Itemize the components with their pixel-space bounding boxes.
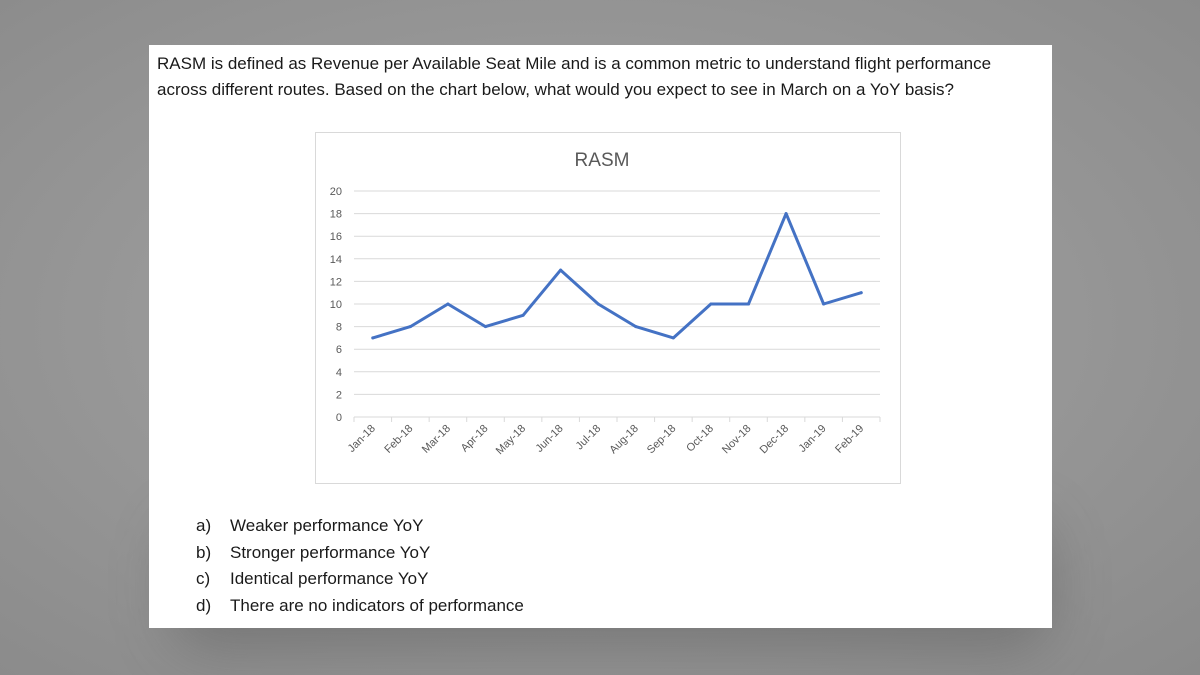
option-letter: b) — [196, 542, 212, 562]
y-tick-label: 10 — [330, 299, 342, 311]
x-tick-label: Jan-18 — [346, 423, 378, 455]
x-tick-label: Nov-18 — [720, 423, 754, 457]
series-line — [371, 212, 863, 340]
data-point — [859, 291, 863, 295]
y-tick-label: 0 — [336, 412, 342, 424]
x-tick-label: Jun-18 — [533, 423, 565, 455]
answer-options: a) Weaker performance YoY b) Stronger pe… — [196, 513, 524, 619]
option-text: Stronger performance YoY — [230, 542, 431, 562]
question-text: RASM is defined as Revenue per Available… — [157, 51, 1047, 103]
data-point — [596, 302, 600, 306]
x-tick-label: May-18 — [494, 423, 528, 457]
rasm-chart: RASM 0 2 4 6 8 10 12 14 16 18 20 Jan-18 Feb-18 Mar-18 A… — [315, 132, 901, 484]
option-c: c) Identical performance YoY — [196, 566, 524, 593]
y-tick-label: 16 — [330, 231, 342, 243]
option-letter: c) — [196, 569, 211, 588]
y-tick-label: 4 — [336, 367, 342, 379]
data-point — [484, 325, 487, 329]
x-tick-label: Sep-18 — [645, 423, 679, 457]
option-b: b) Stronger performance YoY — [196, 540, 524, 567]
y-tick-label: 12 — [330, 276, 342, 288]
option-text: Identical performance YoY — [230, 569, 429, 588]
data-point — [634, 325, 638, 329]
data-point — [671, 336, 675, 340]
x-tick-label: Dec-18 — [758, 423, 792, 457]
question-card: RASM is defined as Revenue per Available… — [149, 45, 1052, 628]
data-point — [822, 302, 826, 306]
option-letter: a) — [196, 516, 212, 535]
option-letter: d) — [196, 595, 212, 615]
y-tick-label: 18 — [330, 209, 342, 221]
x-tick-label: Jul-18 — [574, 423, 604, 453]
question-line-1: RASM is defined as Revenue per Available… — [157, 54, 992, 73]
data-point — [446, 302, 450, 306]
x-tick-label: Feb-19 — [833, 423, 866, 456]
chart-title: RASM — [575, 150, 630, 171]
y-tick-label: 2 — [336, 389, 342, 401]
y-tick-label: 6 — [336, 344, 342, 356]
data-point — [784, 212, 788, 216]
option-text: Weaker performance YoY — [230, 516, 424, 535]
x-tick-label: Apr-18 — [459, 423, 491, 455]
x-tick-label: Oct-18 — [684, 423, 716, 455]
x-tick-label: Feb-18 — [382, 423, 415, 456]
x-tick-label: Jan-19 — [796, 423, 828, 455]
data-point — [747, 302, 750, 306]
x-tick-label: Mar-18 — [420, 423, 453, 456]
data-point — [709, 302, 713, 306]
data-point — [408, 325, 412, 329]
question-line-2: across different routes. Based on the ch… — [157, 80, 954, 99]
y-tick-label: 20 — [330, 186, 342, 198]
option-a: a) Weaker performance YoY — [196, 513, 524, 540]
x-tick-label: Aug-18 — [607, 423, 641, 457]
data-point — [371, 336, 375, 340]
option-text: There are no indicators of performance — [230, 595, 524, 615]
y-tick-label: 8 — [336, 322, 342, 334]
data-point — [521, 313, 525, 317]
data-point — [559, 268, 563, 272]
y-tick-label: 14 — [330, 254, 342, 266]
option-d: d) There are no indicators of performanc… — [196, 593, 524, 620]
